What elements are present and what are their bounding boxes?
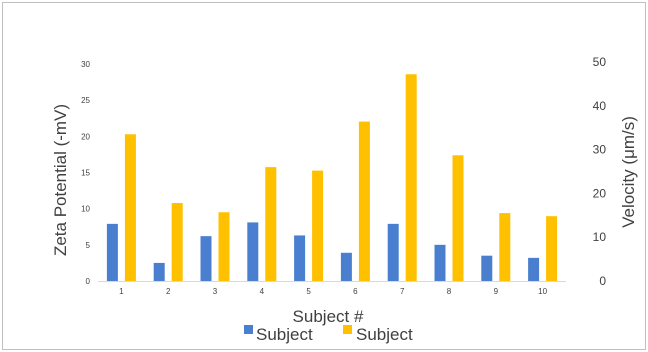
right-tick-label: 30 (593, 143, 607, 157)
legend-label-series-2: Subject (356, 325, 413, 344)
x-axis-title: Subject # (293, 307, 364, 326)
right-tick-label: 50 (593, 55, 607, 69)
x-tick-label: 3 (213, 287, 218, 296)
x-tick-label: 8 (447, 287, 452, 296)
x-tick-label: 2 (166, 287, 171, 296)
bar-series-1-subject-9 (481, 255, 493, 281)
left-tick-label: 0 (86, 277, 91, 286)
right-tick-label: 0 (599, 274, 606, 288)
bar-series-2-subject-7 (405, 74, 417, 281)
bar-series-2-subject-9 (499, 213, 511, 281)
legend-label-series-1: Subject (256, 325, 313, 344)
left-tick-label: 25 (81, 96, 90, 105)
left-tick-label: 30 (81, 60, 90, 69)
x-tick-label: 7 (400, 287, 405, 296)
bar-series-1-subject-8 (434, 244, 446, 281)
y-axis-title: Zeta Potential (-mV) (51, 104, 70, 256)
left-tick-label: 15 (81, 169, 90, 178)
bar-series-1-subject-5 (294, 235, 306, 281)
left-tick-label: 20 (81, 132, 90, 141)
bar-series-2-subject-2 (171, 203, 183, 281)
bar-series-2-subject-4 (265, 167, 277, 281)
bar-series-1-subject-2 (153, 262, 165, 281)
bar-series-1-subject-1 (106, 223, 118, 281)
bar-series-1-subject-4 (247, 222, 259, 281)
bar-series-2-subject-10 (546, 216, 558, 281)
left-tick-label: 10 (81, 205, 90, 214)
bar-series-2-subject-6 (358, 121, 370, 281)
right-axis-ticks: 0 10 20 30 40 50 (593, 55, 607, 288)
legend-swatch-series-1 (244, 325, 253, 334)
legend-swatch-series-2 (343, 325, 352, 334)
x-tick-label: 9 (494, 287, 499, 296)
right-tick-label: 40 (593, 99, 607, 113)
bar-series-2-subject-8 (452, 155, 464, 281)
legend: Subject Subject (244, 325, 413, 344)
right-tick-label: 20 (593, 186, 607, 200)
x-tick-label: 10 (538, 287, 547, 296)
x-tick-label: 1 (119, 287, 124, 296)
x-tick-label: 6 (353, 287, 358, 296)
bars-group (106, 74, 558, 281)
bar-series-1-subject-3 (200, 236, 212, 281)
bar-series-1-subject-6 (340, 252, 352, 281)
bar-series-1-subject-7 (387, 223, 399, 281)
bar-series-2-subject-5 (312, 170, 324, 281)
y2-axis-title: Velocity (μm/s) (619, 116, 638, 228)
left-tick-label: 5 (86, 241, 91, 250)
bar-series-1-subject-10 (528, 257, 540, 281)
x-tick-label: 4 (260, 287, 265, 296)
left-axis-ticks: 0 5 10 15 20 25 30 (81, 60, 90, 286)
bar-series-2-subject-1 (124, 134, 136, 281)
right-tick-label: 10 (593, 230, 607, 244)
x-axis-ticks: 1 2 3 4 5 6 7 8 9 10 (119, 287, 547, 296)
bar-series-2-subject-3 (218, 212, 230, 281)
x-tick-label: 5 (306, 287, 311, 296)
